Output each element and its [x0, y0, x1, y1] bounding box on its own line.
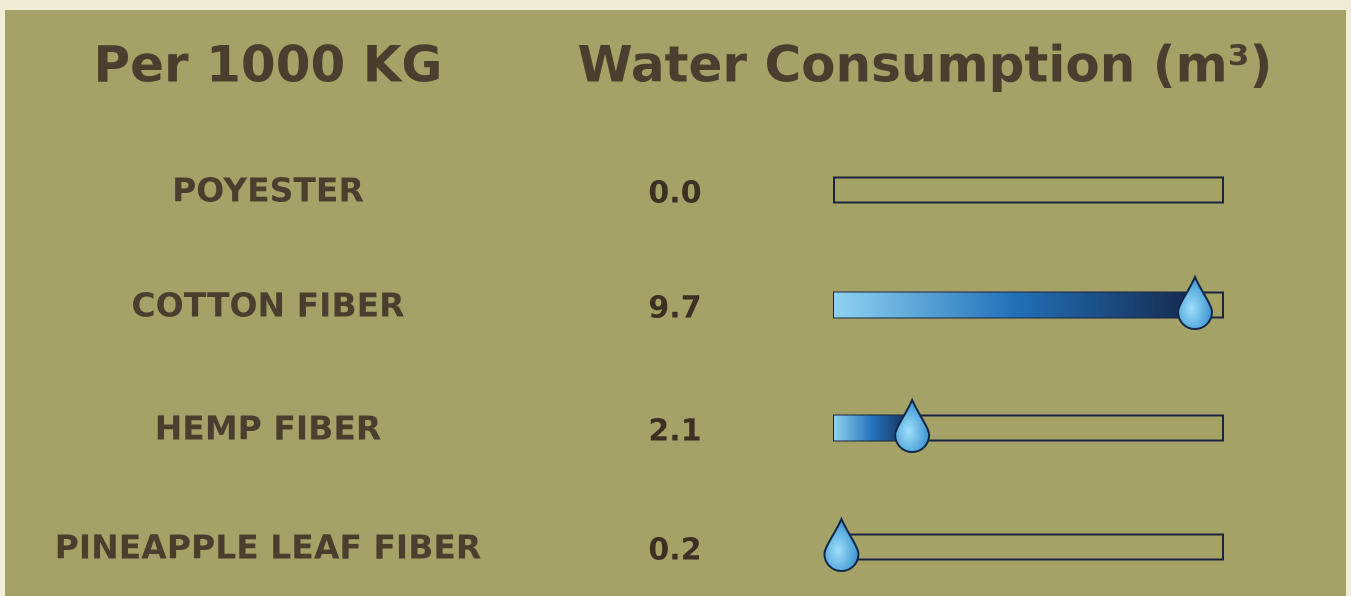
bar [834, 293, 1195, 318]
page: Per 1000 KG Water Consumption (m³) POYES… [0, 0, 1351, 596]
category-label: COTTON FIBER [131, 286, 404, 325]
category-label: HEMP FIBER [155, 409, 382, 448]
category-label: PINEAPPLE LEAF FIBER [55, 528, 482, 567]
chart-title: Per 1000 KG [94, 36, 443, 94]
value-label: 2.1 [648, 414, 701, 449]
chart: Per 1000 KG Water Consumption (m³) POYES… [0, 0, 1351, 596]
value-label: 9.7 [648, 291, 701, 326]
value-label: 0.0 [648, 176, 701, 211]
category-label: POYESTER [172, 171, 364, 210]
chart-subtitle: Water Consumption (m³) [578, 36, 1273, 94]
value-label: 0.2 [648, 533, 701, 568]
